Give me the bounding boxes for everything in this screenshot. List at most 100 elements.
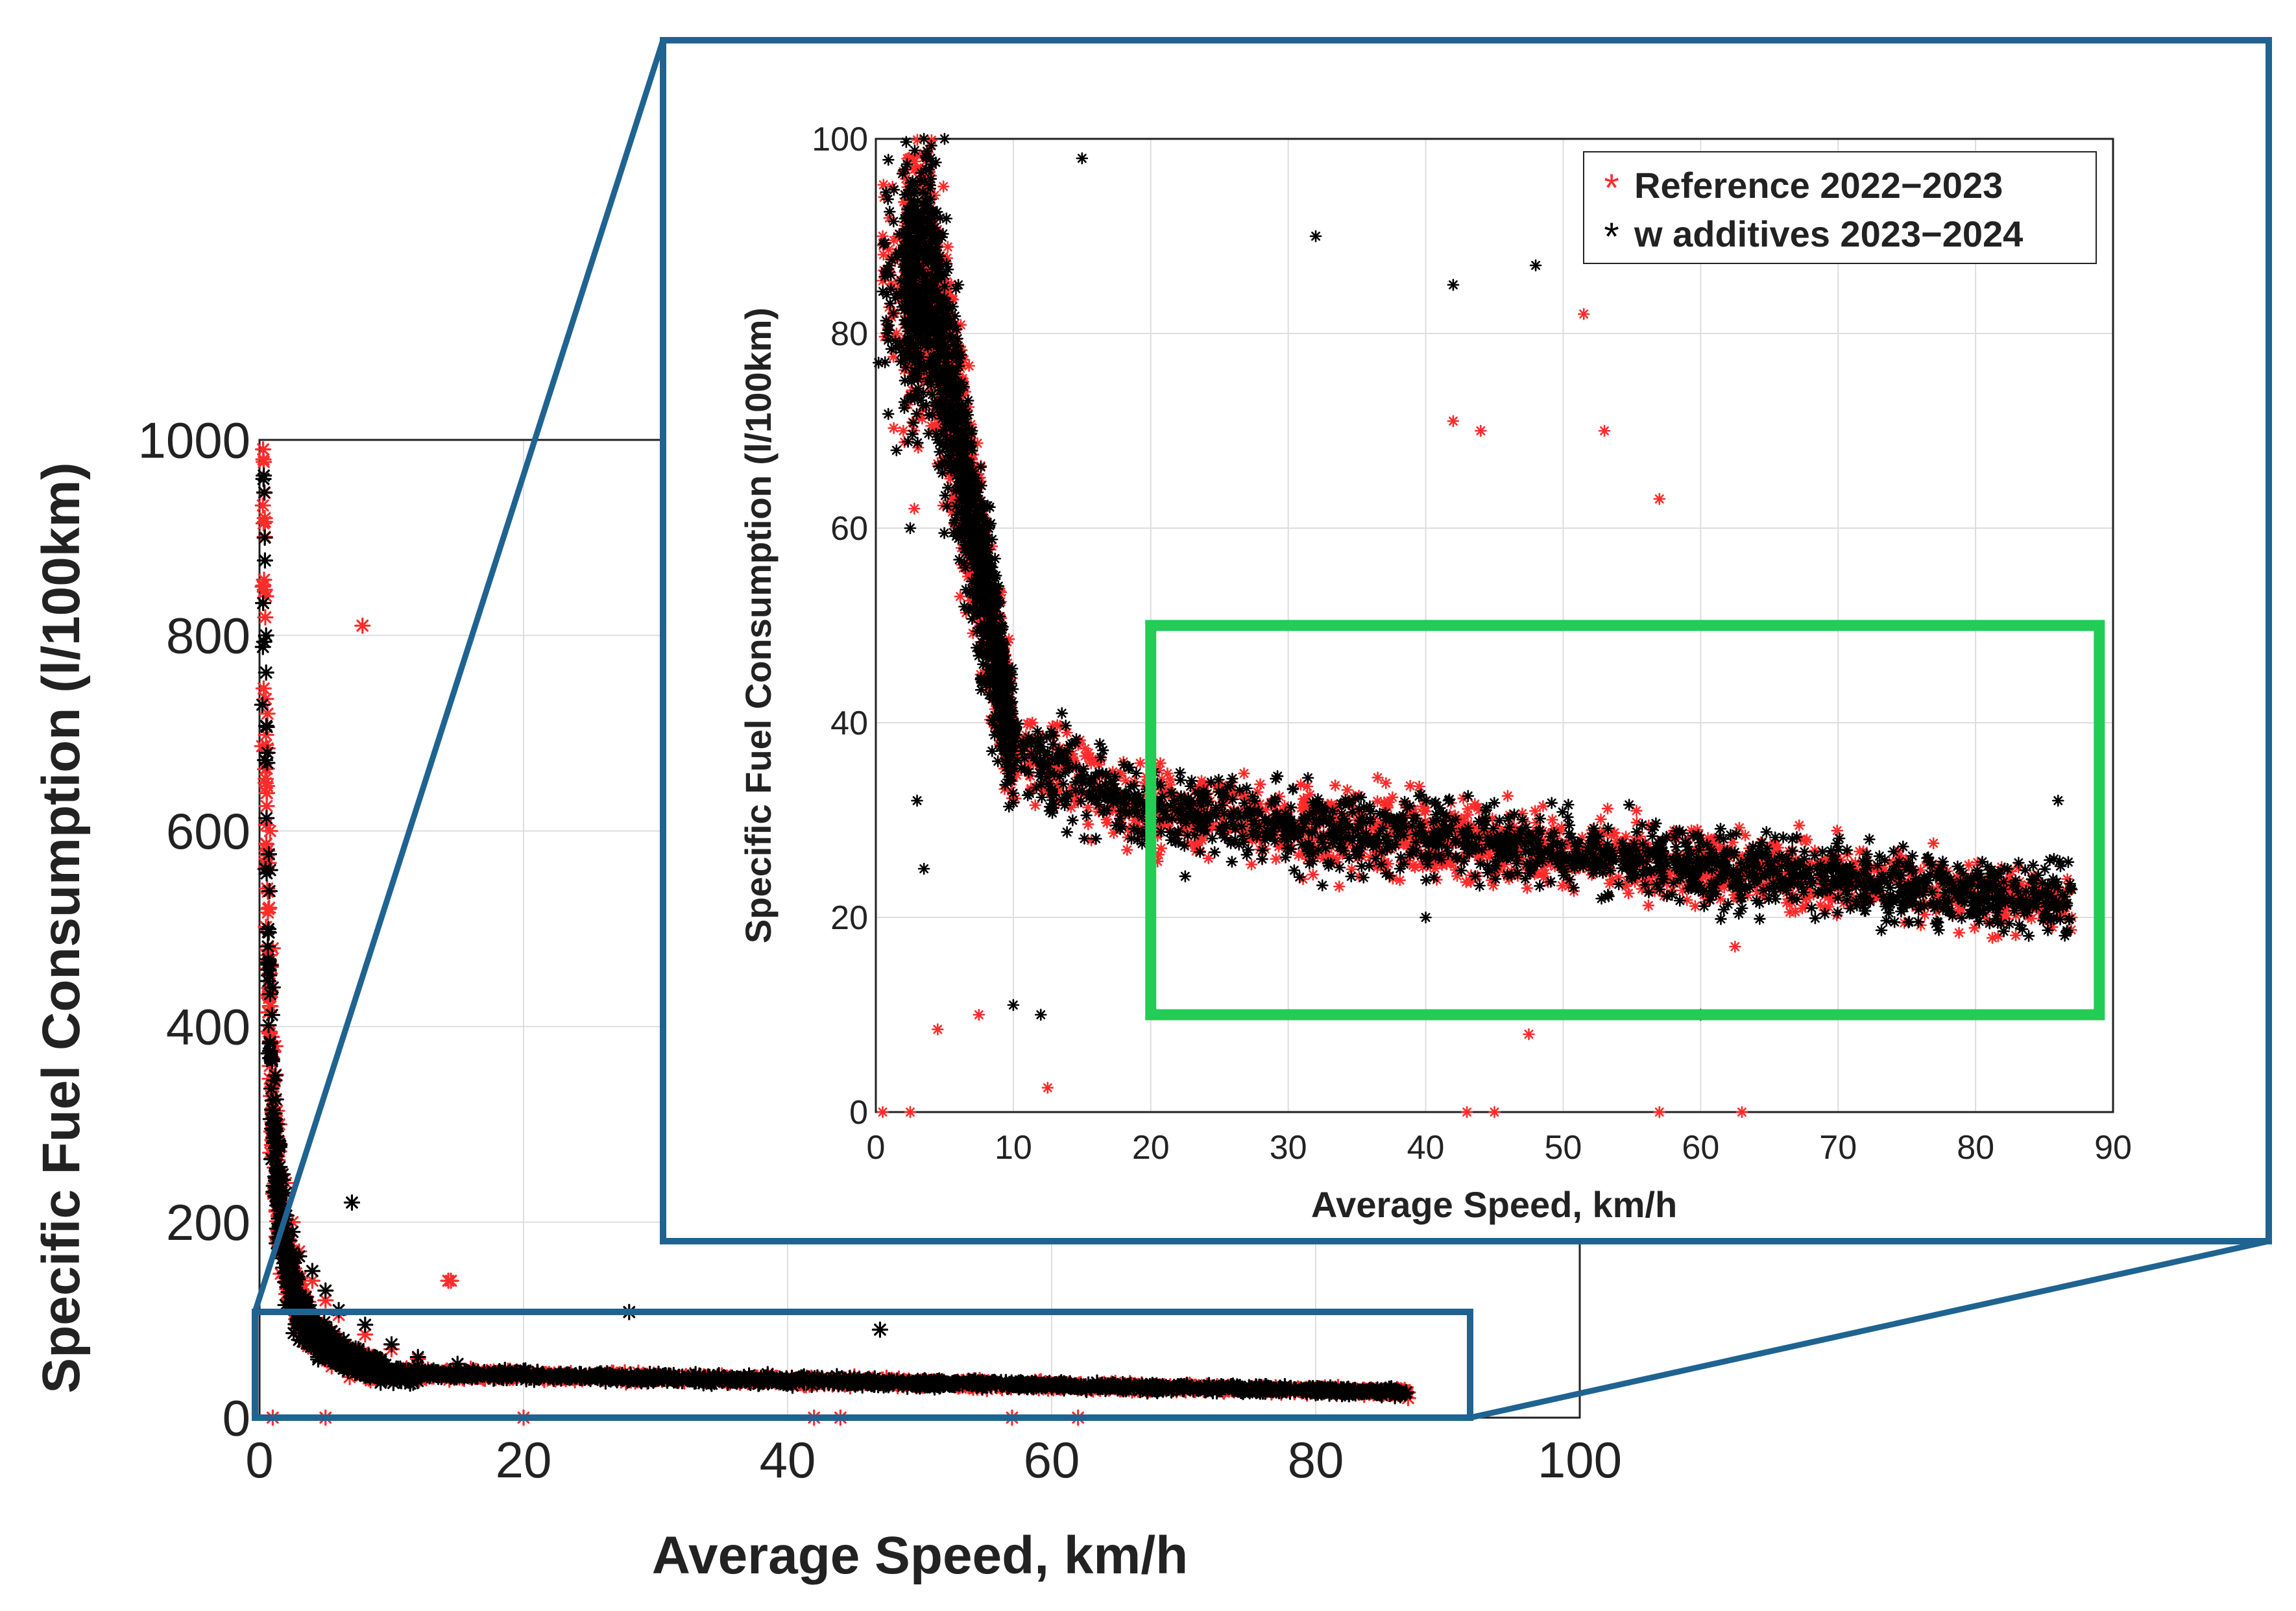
x-tick-label: 0 (245, 1431, 273, 1488)
data-point (1029, 799, 1042, 812)
main-x-axis-label: Average Speed, km/h (652, 1526, 1188, 1585)
y-tick-label: 0 (849, 1094, 868, 1132)
data-point (485, 1366, 501, 1383)
data-point (284, 1224, 301, 1241)
data-point (264, 979, 281, 996)
data-point (260, 1017, 277, 1034)
data-point (278, 1246, 295, 1263)
data-point (339, 1360, 356, 1377)
data-point (1131, 1381, 1148, 1399)
y-tick-label: 100 (812, 121, 868, 158)
data-point (376, 1365, 393, 1382)
data-point (1371, 795, 1384, 808)
data-point (1336, 1385, 1353, 1402)
data-point (255, 594, 272, 612)
data-point (551, 1366, 568, 1384)
data-point (258, 664, 274, 681)
data-point (863, 1375, 880, 1392)
data-point (1324, 1382, 1342, 1399)
data-point (1968, 921, 1981, 934)
data-point (1793, 819, 1806, 832)
data-point (825, 1374, 841, 1391)
data-point (515, 1363, 532, 1379)
data-point (449, 1355, 466, 1372)
data-point (261, 882, 278, 900)
data-point (255, 470, 272, 487)
data-point (263, 1051, 280, 1068)
data-point (260, 846, 278, 863)
data-point (256, 529, 273, 546)
data-point (1245, 858, 1258, 871)
data-point (1529, 805, 1541, 818)
data-point (258, 836, 275, 853)
data-point (271, 1135, 288, 1152)
data-point (1329, 779, 1342, 792)
data-point (256, 509, 273, 527)
y-tick-label: 200 (166, 1194, 250, 1251)
x-tick-label: 80 (1288, 1431, 1344, 1488)
x-tick-label: 10 (995, 1129, 1032, 1167)
data-point (1270, 1383, 1288, 1399)
data-point (258, 810, 275, 827)
data-point (845, 1374, 862, 1391)
data-point (343, 1194, 361, 1211)
data-point (1188, 1380, 1205, 1397)
data-point (260, 938, 276, 955)
data-point (1109, 1380, 1126, 1397)
x-tick-label: 60 (1682, 1129, 1719, 1167)
data-point (1953, 927, 1965, 939)
data-point (1373, 1387, 1390, 1403)
data-point (660, 1368, 677, 1385)
data-point (260, 956, 277, 973)
data-point (259, 744, 276, 761)
main-y-axis-label: Specific Fuel Consumption (l/100km) (32, 462, 91, 1393)
data-point (440, 1272, 457, 1289)
data-point (297, 1289, 314, 1305)
data-point (267, 1091, 284, 1108)
data-point (260, 904, 276, 921)
data-point (255, 577, 272, 594)
data-point (713, 1371, 730, 1388)
data-point (1060, 1377, 1078, 1394)
data-point (465, 1362, 481, 1379)
data-point (992, 1375, 1009, 1392)
x-tick-label: 100 (1538, 1431, 1622, 1488)
data-point (357, 1316, 374, 1333)
data-point (934, 1376, 951, 1393)
data-point (283, 1287, 300, 1305)
x-tick-label: 40 (760, 1431, 816, 1488)
data-point (1011, 1379, 1028, 1396)
data-point (266, 1105, 283, 1122)
data-point (1353, 1384, 1370, 1401)
y-tick-label: 600 (166, 803, 250, 860)
data-point (261, 823, 278, 840)
x-tick-label: 30 (1270, 1129, 1307, 1167)
data-point (263, 1006, 280, 1023)
y-tick-label: 60 (830, 510, 868, 548)
data-point (1254, 1383, 1272, 1400)
data-point (941, 241, 954, 253)
data-point (977, 1377, 994, 1394)
data-point (621, 1371, 638, 1388)
data-point (911, 1376, 928, 1393)
y-tick-label: 800 (166, 607, 250, 664)
data-point (256, 484, 273, 501)
data-point (1134, 757, 1146, 769)
y-tick-label: 80 (830, 315, 868, 353)
x-tick-label: 50 (1545, 1129, 1582, 1167)
y-tick-label: 400 (166, 999, 250, 1056)
data-point (291, 1248, 308, 1265)
data-point (1043, 1379, 1060, 1396)
data-point (409, 1348, 426, 1366)
data-point (1307, 1385, 1324, 1401)
data-point (254, 497, 271, 514)
data-point (430, 1367, 447, 1384)
y-tick-label: 20 (830, 899, 868, 937)
data-point (255, 680, 272, 697)
data-point (393, 1364, 409, 1381)
data-point (256, 552, 273, 569)
data-point (383, 1336, 400, 1353)
data-point (1238, 767, 1250, 780)
